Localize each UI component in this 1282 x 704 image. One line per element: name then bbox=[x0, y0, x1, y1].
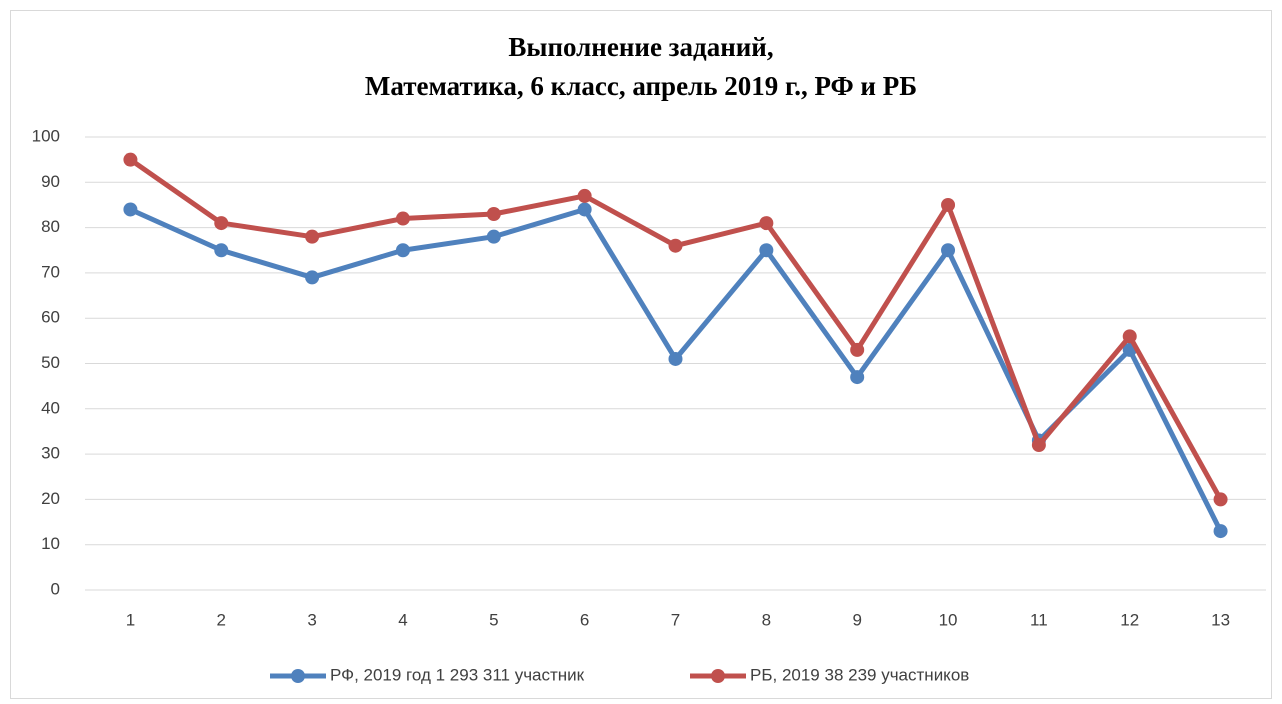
y-tick-label: 90 bbox=[41, 172, 60, 191]
point bbox=[850, 342, 865, 357]
x-tick-label: 6 bbox=[580, 610, 589, 629]
point bbox=[759, 216, 774, 231]
chart-title: Математика, 6 класс, апрель 2019 г., РФ … bbox=[365, 71, 917, 101]
y-tick-label: 60 bbox=[41, 308, 60, 327]
legend-label: РБ, 2019 38 239 участников bbox=[750, 665, 969, 684]
y-tick-label: 50 bbox=[41, 353, 60, 372]
x-tick-label: 11 bbox=[1030, 610, 1048, 629]
point bbox=[850, 370, 865, 385]
point bbox=[759, 243, 774, 258]
point bbox=[214, 216, 229, 231]
x-tick-label: 7 bbox=[671, 610, 680, 629]
legend-marker bbox=[711, 669, 725, 683]
y-tick-label: 20 bbox=[41, 489, 60, 508]
x-tick-label: 4 bbox=[398, 610, 407, 629]
x-tick-label: 2 bbox=[217, 610, 226, 629]
point bbox=[305, 270, 320, 285]
y-tick-label: 40 bbox=[41, 398, 60, 417]
x-tick-label: 9 bbox=[852, 610, 861, 629]
point bbox=[1031, 438, 1046, 453]
point bbox=[941, 243, 956, 258]
y-tick-label: 100 bbox=[32, 126, 60, 145]
point bbox=[305, 229, 320, 244]
point bbox=[123, 202, 138, 217]
x-tick-label: 10 bbox=[939, 610, 958, 629]
point bbox=[941, 197, 956, 212]
y-tick-label: 70 bbox=[41, 262, 60, 281]
point bbox=[668, 351, 683, 366]
y-tick-label: 10 bbox=[41, 534, 60, 553]
point bbox=[668, 238, 683, 253]
x-tick-label: 1 bbox=[126, 610, 135, 629]
point bbox=[486, 229, 501, 244]
point bbox=[577, 188, 592, 203]
point bbox=[395, 211, 410, 226]
x-tick-label: 3 bbox=[307, 610, 316, 629]
point bbox=[214, 243, 229, 258]
point bbox=[123, 152, 138, 167]
y-tick-label: 80 bbox=[41, 217, 60, 236]
chart-border bbox=[10, 10, 1272, 699]
point bbox=[1213, 524, 1228, 539]
x-tick-label: 5 bbox=[489, 610, 498, 629]
point bbox=[486, 207, 501, 222]
legend-label: РФ, 2019 год 1 293 311 участник bbox=[330, 665, 585, 684]
x-tick-label: 12 bbox=[1120, 610, 1139, 629]
y-tick-label: 30 bbox=[41, 444, 60, 463]
point bbox=[1213, 492, 1228, 507]
point bbox=[1122, 329, 1137, 344]
x-tick-label: 8 bbox=[762, 610, 771, 629]
x-tick-label: 13 bbox=[1211, 610, 1230, 629]
y-tick-label: 0 bbox=[51, 579, 60, 598]
point bbox=[577, 202, 592, 217]
legend-marker bbox=[291, 669, 305, 683]
point bbox=[395, 243, 410, 258]
chart-title: Выполнение заданий, bbox=[508, 32, 773, 62]
